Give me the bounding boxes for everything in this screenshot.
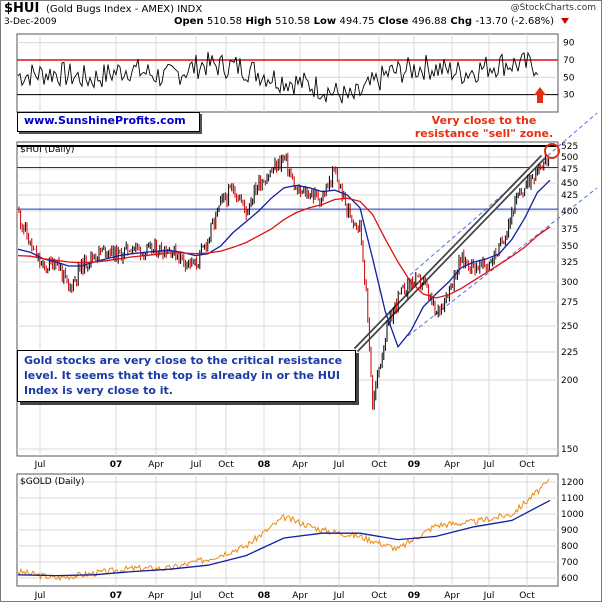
grid-layer bbox=[17, 34, 558, 586]
x-tick-label: Apr bbox=[444, 460, 460, 470]
rsi-y-tick-label: 70 bbox=[563, 56, 575, 66]
gold-y-tick-label: 800 bbox=[561, 542, 578, 552]
gold-panel-title: $GOLD (Daily) bbox=[20, 477, 84, 487]
low-label: Low bbox=[313, 16, 337, 27]
low-value: 494.75 bbox=[339, 16, 375, 27]
up-arrow-icon bbox=[534, 87, 546, 103]
hui-y-tick-label: 250 bbox=[561, 322, 578, 332]
x-tick-label: Jul bbox=[34, 460, 46, 470]
x-tick-label: Jul bbox=[333, 591, 345, 601]
gold-y-tick-label: 600 bbox=[561, 574, 578, 584]
copyright-text: @StockCharts.com bbox=[510, 3, 596, 13]
hui-y-tick-label: 225 bbox=[561, 348, 578, 358]
x-tick-label: Jul bbox=[190, 591, 202, 601]
upper-channel-line bbox=[409, 112, 598, 276]
chg-label: Chg bbox=[450, 16, 472, 27]
hui-y-tick-label: 200 bbox=[561, 376, 578, 386]
hui-panel bbox=[16, 141, 559, 457]
x-tick-label: Oct bbox=[218, 460, 234, 470]
hui-y-tick-label: 525 bbox=[561, 142, 578, 152]
rsi-panel bbox=[16, 33, 559, 113]
open-value: 510.58 bbox=[207, 16, 243, 27]
level-layer bbox=[17, 59, 558, 210]
tick-layer: 30 50 70 90 150 200 225 250 275 300 325 350 375 400 42… bbox=[34, 39, 585, 601]
hui-y-tick-label: 400 bbox=[561, 207, 578, 217]
hui-y-tick-label: 375 bbox=[561, 225, 578, 235]
website-badge[interactable]: www.SunshineProfits.com bbox=[17, 112, 200, 132]
x-tick-label: Oct bbox=[371, 460, 387, 470]
hui-y-tick-label: 425 bbox=[561, 191, 578, 201]
ohlc-readout: Open 510.58 High 510.58 Low 494.75 Close… bbox=[174, 16, 569, 27]
x-tick-label: Apr bbox=[292, 591, 308, 601]
x-tick-label: Jul bbox=[333, 460, 345, 470]
x-tick-label: Apr bbox=[148, 460, 164, 470]
rsi-y-tick-label: 50 bbox=[563, 73, 575, 83]
gold-y-tick-label: 1000 bbox=[561, 510, 584, 520]
callout-box: Gold stocks are very close to the critic… bbox=[17, 350, 356, 402]
x-tick-label: Jul bbox=[34, 591, 46, 601]
gold-y-tick-label: 700 bbox=[561, 558, 578, 568]
x-tick-label: Jul bbox=[483, 460, 495, 470]
close-label: Close bbox=[378, 16, 409, 27]
gold-y-tick-label: 1200 bbox=[561, 478, 584, 488]
hui-y-tick-label: 475 bbox=[561, 165, 578, 175]
hui-y-tick-label: 150 bbox=[561, 445, 578, 455]
rsi-line bbox=[17, 51, 539, 104]
x-tick-label: Oct bbox=[371, 591, 387, 601]
high-label: High bbox=[245, 16, 272, 27]
x-tick-label: Oct bbox=[519, 460, 535, 470]
resistance-circle-marker bbox=[544, 143, 560, 159]
gold-y-tick-label: 1100 bbox=[561, 494, 584, 504]
gold-y-tick-label: 900 bbox=[561, 526, 578, 536]
hui-panel-title: $HUI (Daily) bbox=[20, 145, 74, 155]
x-tick-label: 08 bbox=[258, 591, 271, 601]
hui-ma-long-line bbox=[17, 197, 551, 299]
website-link[interactable]: www.SunshineProfits.com bbox=[24, 114, 186, 127]
x-tick-label: 09 bbox=[408, 460, 421, 470]
gold-ma-line bbox=[17, 499, 551, 577]
x-tick-label: 08 bbox=[258, 460, 271, 470]
x-tick-label: Oct bbox=[519, 591, 535, 601]
chg-value: -13.70 (-2.68%) bbox=[475, 16, 555, 27]
rsi-y-tick-label: 30 bbox=[563, 91, 575, 101]
rsi-y-tick-label: 90 bbox=[563, 39, 575, 49]
marker-layer bbox=[534, 87, 560, 159]
x-tick-label: 09 bbox=[408, 591, 421, 601]
open-label: Open bbox=[174, 16, 204, 27]
close-value: 496.88 bbox=[411, 16, 447, 27]
hui-y-tick-label: 500 bbox=[561, 153, 578, 163]
hui-y-tick-label: 350 bbox=[561, 242, 578, 252]
hui-y-tick-label: 450 bbox=[561, 179, 578, 189]
down-triangle-icon bbox=[560, 18, 569, 24]
x-tick-label: Jul bbox=[190, 460, 202, 470]
callout-text: Gold stocks are very close to the critic… bbox=[24, 354, 343, 397]
ticker-symbol: $HUI bbox=[4, 1, 40, 16]
hui-y-tick-label: 300 bbox=[561, 278, 578, 288]
x-tick-label: 07 bbox=[110, 591, 123, 601]
x-tick-label: Apr bbox=[444, 591, 460, 601]
resistance-note: Very close to the resistance "sell" zone… bbox=[414, 114, 554, 140]
x-tick-label: Apr bbox=[148, 591, 164, 601]
hui-y-tick-label: 325 bbox=[561, 258, 578, 268]
hui-ma-short-line bbox=[17, 179, 551, 349]
x-tick-label: Jul bbox=[483, 591, 495, 601]
high-value: 510.58 bbox=[275, 16, 311, 27]
x-tick-label: 07 bbox=[110, 460, 123, 470]
x-tick-label: Apr bbox=[292, 460, 308, 470]
x-tick-label: Oct bbox=[218, 591, 234, 601]
ticker-name: (Gold Bugs Index - AMEX) INDX bbox=[46, 4, 203, 15]
chart-date: 3-Dec-2009 bbox=[4, 17, 57, 27]
series-layer bbox=[17, 51, 551, 582]
hui-y-tick-label: 275 bbox=[561, 298, 578, 308]
